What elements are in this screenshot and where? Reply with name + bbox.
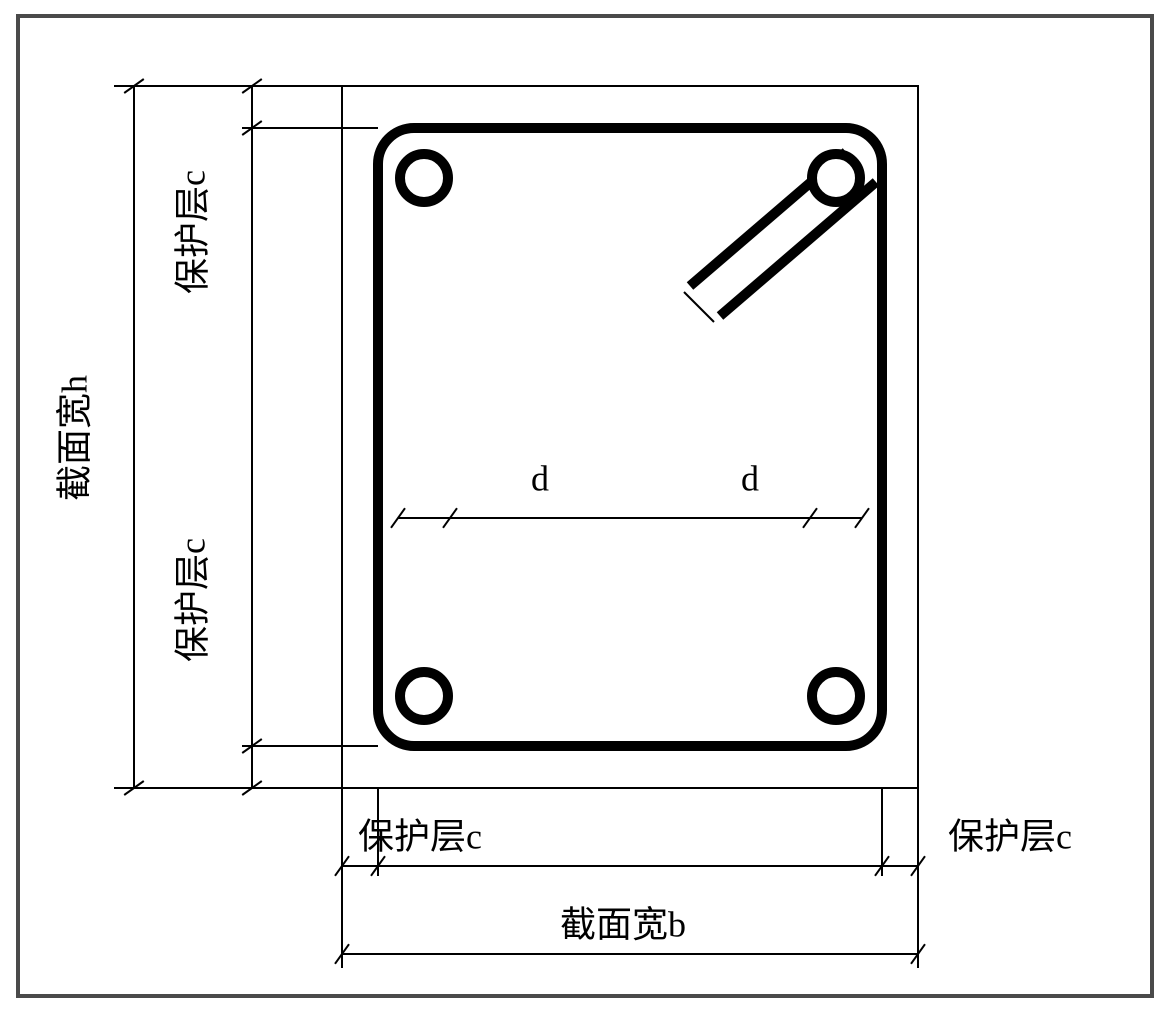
label-bar-diameter-d: d (531, 458, 549, 498)
rebar (812, 672, 860, 720)
label-cover-c-bottom: 保护层c (172, 538, 212, 662)
cross-section-diagram: 截面宽h 保护层c 保护层c 保护层c 保护层c 截面宽b d d (0, 0, 1170, 1012)
label-cover-c-right: 保护层c (948, 816, 1072, 856)
rebar (812, 154, 860, 202)
label-section-h: 截面宽h (54, 375, 94, 501)
canvas-background (0, 0, 1170, 1012)
label-cover-c-top: 保护层c (172, 170, 212, 294)
label-section-b: 截面宽b (560, 904, 686, 944)
label-cover-c-left: 保护层c (358, 816, 482, 856)
label-bar-diameter-d: d (741, 458, 759, 498)
rebar (400, 154, 448, 202)
rebar (400, 672, 448, 720)
